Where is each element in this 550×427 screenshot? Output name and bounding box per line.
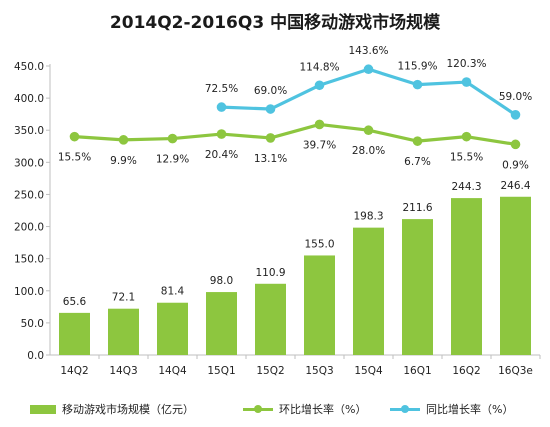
bar bbox=[402, 219, 433, 355]
y-tick-label: 250.0 bbox=[14, 189, 44, 201]
yoy-point bbox=[412, 79, 423, 90]
qoq-label: 28.0% bbox=[352, 145, 385, 157]
bar-value-label: 72.1 bbox=[112, 292, 135, 304]
y-tick-label: 100.0 bbox=[14, 286, 44, 298]
legend-swatch-bar bbox=[30, 404, 56, 414]
yoy-point bbox=[314, 80, 325, 91]
qoq-point bbox=[167, 133, 178, 144]
y-tick-label: 200.0 bbox=[14, 222, 44, 234]
bar bbox=[451, 198, 482, 355]
bar bbox=[108, 308, 139, 355]
qoq-label: 20.4% bbox=[205, 149, 238, 161]
yoy-point bbox=[216, 102, 227, 112]
legend-swatch-qoq bbox=[243, 404, 273, 414]
y-tick-label: 450.0 bbox=[14, 61, 44, 73]
legend-label-qoq: 环比增长率（%） bbox=[279, 403, 367, 416]
legend-item-market-size: 移动游戏市场规模（亿元） bbox=[30, 401, 194, 417]
qoq-point bbox=[118, 135, 129, 145]
qoq-point bbox=[265, 133, 276, 143]
qoq-label: 39.7% bbox=[303, 139, 336, 151]
x-tick-label: 16Q2 bbox=[452, 365, 480, 377]
yoy-label: 143.6% bbox=[348, 45, 388, 57]
qoq-label: 15.5% bbox=[58, 152, 91, 164]
y-tick-label: 150.0 bbox=[14, 254, 44, 266]
yoy-point bbox=[461, 77, 472, 87]
qoq-label: 15.5% bbox=[450, 152, 483, 164]
qoq-label: 9.9% bbox=[110, 155, 137, 167]
chart-title: 2014Q2-2016Q3 中国移动游戏市场规模 bbox=[109, 13, 441, 33]
bar bbox=[304, 255, 335, 355]
yoy-label: 120.3% bbox=[446, 58, 486, 70]
qoq-point bbox=[461, 131, 472, 142]
bar-value-label: 244.3 bbox=[451, 181, 481, 193]
bar bbox=[59, 312, 90, 355]
y-tick-label: 50.0 bbox=[21, 318, 44, 330]
x-tick-label: 16Q3e bbox=[498, 365, 533, 377]
bar bbox=[255, 283, 286, 355]
x-tick-label: 14Q2 bbox=[60, 365, 88, 377]
qoq-point bbox=[412, 136, 423, 146]
x-tick-label: 15Q1 bbox=[207, 365, 235, 377]
qoq-label: 0.9% bbox=[502, 159, 529, 171]
bar-value-label: 81.4 bbox=[161, 286, 185, 298]
bar-value-label: 65.6 bbox=[63, 296, 87, 308]
y-tick-label: 0.0 bbox=[27, 350, 44, 362]
bar bbox=[353, 227, 384, 355]
yoy-point bbox=[265, 104, 276, 114]
legend-swatch-yoy bbox=[390, 404, 420, 414]
y-tick-label: 350.0 bbox=[14, 125, 44, 137]
yoy-label: 59.0% bbox=[499, 91, 532, 103]
bar-value-label: 211.6 bbox=[402, 202, 432, 214]
x-tick-label: 15Q2 bbox=[256, 365, 284, 377]
qoq-point bbox=[510, 139, 521, 150]
bar bbox=[157, 302, 188, 355]
bar-value-label: 110.9 bbox=[255, 267, 285, 279]
x-tick-label: 15Q3 bbox=[305, 365, 333, 377]
bar-value-label: 155.0 bbox=[304, 238, 334, 250]
yoy-point bbox=[510, 110, 521, 120]
legend-label-yoy: 同比增长率（%） bbox=[426, 403, 514, 416]
qoq-label: 13.1% bbox=[254, 153, 287, 165]
bar-value-label: 198.3 bbox=[353, 211, 383, 223]
qoq-label: 6.7% bbox=[404, 156, 431, 168]
x-tick-label: 14Q4 bbox=[158, 365, 187, 377]
qoq-point bbox=[314, 119, 325, 130]
x-tick-label: 15Q4 bbox=[354, 365, 383, 377]
legend-label-market-size: 移动游戏市场规模（亿元） bbox=[62, 403, 194, 416]
x-tick-label: 16Q1 bbox=[403, 365, 431, 377]
qoq-point bbox=[216, 129, 227, 139]
yoy-point bbox=[363, 64, 374, 75]
yoy-label: 115.9% bbox=[397, 61, 437, 73]
yoy-label: 69.0% bbox=[254, 85, 287, 97]
yoy-label: 72.5% bbox=[205, 83, 238, 95]
x-tick-label: 14Q3 bbox=[109, 365, 137, 377]
y-tick-label: 300.0 bbox=[14, 157, 44, 169]
qoq-point bbox=[69, 131, 80, 142]
bar bbox=[206, 292, 237, 355]
yoy-label: 114.8% bbox=[299, 61, 339, 73]
bar bbox=[500, 196, 531, 355]
legend-item-qoq: 环比增长率（%） bbox=[243, 401, 366, 417]
legend-item-yoy: 同比增长率（%） bbox=[390, 401, 513, 417]
qoq-line bbox=[74, 122, 516, 146]
y-tick-label: 400.0 bbox=[14, 93, 44, 105]
qoq-point bbox=[363, 125, 374, 136]
bar-value-label: 246.4 bbox=[500, 180, 530, 192]
qoq-label: 12.9% bbox=[156, 154, 189, 166]
chart-legend: 移动游戏市场规模（亿元） 环比增长率（%） 同比增长率（%） bbox=[0, 399, 550, 419]
bar-value-label: 98.0 bbox=[210, 275, 233, 287]
